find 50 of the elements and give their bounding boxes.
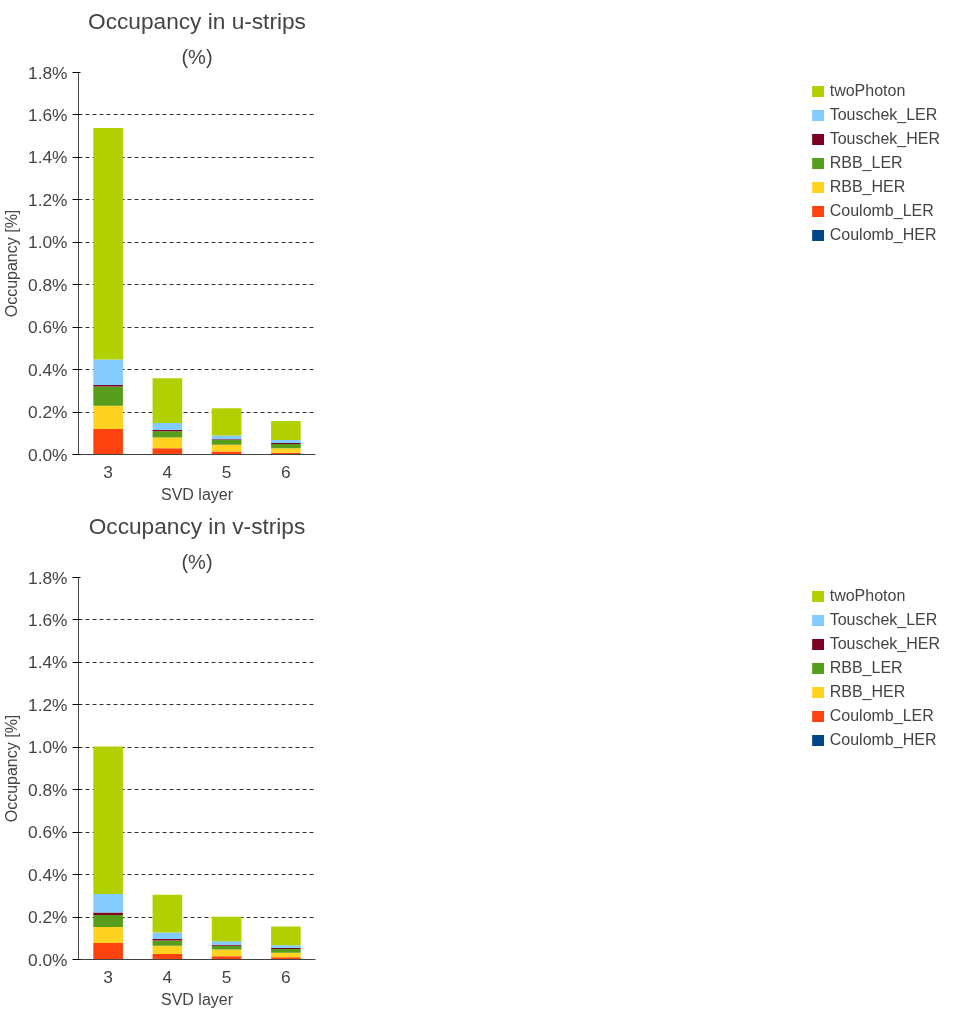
legend-label: RBB_LER [829, 154, 903, 172]
legend-label: RBB_HER [829, 683, 906, 701]
x-tick-label: 3 [103, 966, 113, 987]
legend-label: Touschek_LER [829, 611, 938, 629]
x-tick-label: 4 [162, 461, 173, 482]
x-axis-title: SVD layer [160, 485, 234, 503]
legend-label: twoPhoton [829, 587, 906, 605]
x-tick-label: 5 [221, 461, 232, 482]
chart-title: Occupancy in v-strips [88, 512, 306, 539]
y-tick-label: 1.4% [28, 652, 68, 673]
x-tick-label: 6 [281, 966, 291, 987]
chart-subtitle: (%) [181, 45, 213, 68]
y-tick-label: 1.4% [28, 147, 68, 168]
y-tick-label: 0.6% [28, 317, 68, 338]
y-tick-label: 0.4% [28, 359, 68, 380]
y-tick-label: 0.2% [28, 402, 68, 423]
y-tick-label: 0.0% [28, 949, 68, 970]
legend-label: RBB_LER [829, 659, 903, 677]
y-tick-label: 1.2% [28, 189, 68, 210]
legend-label: Touschek_LER [829, 106, 938, 124]
legend-label: Touschek_HER [829, 130, 940, 148]
y-tick-label: 1.2% [28, 694, 68, 715]
y-tick-label: 0.2% [28, 907, 68, 928]
y-axis-title: Occupancy [%] [3, 714, 20, 823]
legend-label: Touschek_HER [829, 635, 940, 653]
y-tick-label: 0.0% [28, 444, 68, 465]
legend-label: Coulomb_HER [829, 226, 937, 244]
legend-label: RBB_HER [829, 178, 906, 196]
legend-label: Coulomb_LER [829, 202, 934, 220]
y-tick-label: 1.0% [28, 232, 68, 253]
y-tick-label: 1.8% [28, 567, 68, 588]
y-tick-label: 1.8% [28, 62, 68, 83]
y-tick-label: 1.6% [28, 104, 68, 125]
chart-title: Occupancy in u-strips [88, 7, 306, 34]
x-tick-label: 5 [221, 966, 232, 987]
x-tick-label: 6 [281, 461, 291, 482]
y-tick-label: 0.6% [28, 822, 68, 843]
y-tick-label: 1.0% [28, 737, 68, 758]
legend-label: Coulomb_HER [829, 731, 937, 749]
x-tick-label: 4 [162, 966, 173, 987]
chart-subtitle: (%) [181, 550, 213, 573]
legend-label: Coulomb_LER [829, 707, 934, 725]
y-tick-label: 0.4% [28, 864, 68, 885]
y-tick-label: 0.8% [28, 274, 68, 295]
y-axis-title: Occupancy [%] [3, 209, 20, 318]
y-tick-label: 1.6% [28, 609, 68, 630]
x-tick-label: 3 [103, 461, 113, 482]
y-tick-label: 0.8% [28, 779, 68, 800]
legend-label: twoPhoton [829, 82, 906, 100]
x-axis-title: SVD layer [160, 990, 234, 1008]
